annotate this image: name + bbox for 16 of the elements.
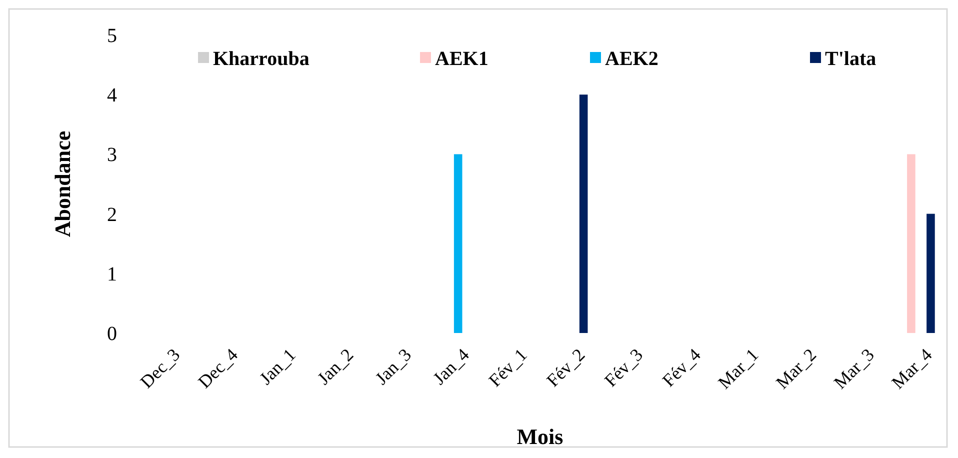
y-tick-label: 3: [107, 144, 117, 166]
y-tick-label: 1: [107, 263, 117, 286]
legend-label: T'lata: [825, 48, 876, 70]
y-tick-label: 5: [107, 25, 117, 47]
legend-label: AEK2: [605, 48, 658, 70]
y-tick-label: 2: [107, 204, 117, 226]
y-tick-label: 0: [107, 323, 117, 345]
y-axis-title: Abondance: [50, 130, 75, 238]
x-axis-title: Mois: [516, 424, 564, 449]
bar: [907, 154, 916, 333]
bar: [926, 214, 935, 333]
legend-label: Kharrouba: [213, 48, 310, 70]
legend-label: AEK1: [435, 48, 488, 70]
bar: [454, 154, 462, 333]
y-tick-label: 4: [107, 84, 117, 107]
bar: [579, 94, 588, 333]
